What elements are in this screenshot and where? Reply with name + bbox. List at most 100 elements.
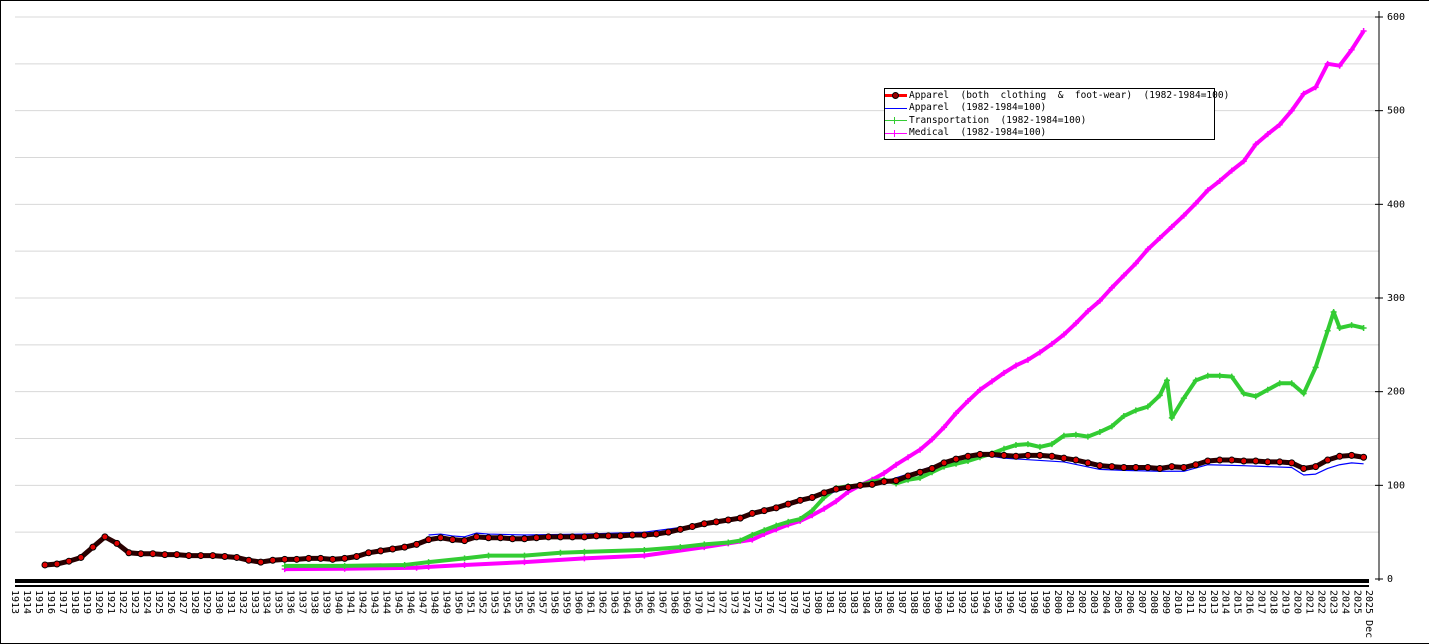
data-point [988,378,995,385]
data-point [1180,464,1188,472]
x-tick-label: 1932 [237,590,248,614]
x-tick-label: 1942 [357,590,368,614]
data-point [820,489,828,497]
x-tick-label: 1916 [45,590,56,614]
x-tick-label: 1992 [956,590,967,614]
data-point [784,500,792,508]
data-point [893,461,900,468]
legend-label: Apparel (both clothing & foot-wear) (198… [909,89,1230,101]
data-point [1180,395,1187,402]
data-point [53,560,61,568]
x-tick-label: 1926 [165,590,176,614]
data-point [449,536,457,544]
data-point [1096,297,1103,304]
data-point [1312,463,1320,471]
data-point [941,424,948,431]
x-tick-label: 2003 [1088,590,1099,614]
data-point [401,561,408,568]
x-tick-label: 2010 [1172,590,1183,614]
data-point [1276,458,1284,466]
data-point [736,514,744,522]
x-tick-label: 1981 [824,590,835,614]
data-point [1288,380,1295,387]
x-tick-label: 2025 [1352,590,1363,614]
data-point [413,564,420,571]
legend-swatch-magenta-plus-icon [885,128,907,138]
data-point [581,555,588,562]
data-point [1228,456,1236,464]
data-point [1168,463,1176,471]
x-tick-label: 2012 [1196,590,1207,614]
data-point [976,450,984,458]
x-tick-label: 1995 [992,590,1003,614]
data-point [1096,462,1104,470]
x-tick-label: 1948 [429,590,440,614]
data-point [1120,464,1128,472]
data-point [401,543,409,551]
data-point [1036,349,1043,356]
data-point [749,531,756,538]
x-tick-label: 1963 [608,590,619,614]
data-point [1000,445,1007,452]
data-point [652,530,660,538]
data-point [796,496,804,504]
data-point [1312,84,1319,91]
x-tick-label: 1953 [489,590,500,614]
data-point [185,552,193,560]
data-point [461,555,468,562]
data-point [1060,432,1067,439]
data-point [940,459,948,467]
x-tick-label: 1956 [524,590,535,614]
data-point [1108,423,1115,430]
data-point [1084,459,1092,467]
data-point [929,436,936,443]
data-point [1192,461,1200,469]
x-tick-label: 1979 [800,590,811,614]
x-tick-label: 2009 [1160,590,1171,614]
x-tick-label: 1989 [920,590,931,614]
data-point [581,548,588,555]
data-point [1288,107,1295,114]
data-point [844,483,852,491]
data-point [1132,464,1140,472]
data-point [917,446,924,453]
data-point [557,549,564,556]
data-point [1204,457,1212,465]
data-point [628,531,636,539]
data-point [592,532,600,540]
series-line [284,29,1366,572]
data-point [1048,340,1055,347]
data-point [1024,441,1031,448]
x-tick-label: 1917 [57,590,68,614]
data-point [1324,327,1331,334]
x-tick-label: 1994 [980,590,991,614]
x-tick-label: 1966 [644,590,655,614]
legend-swatch-red-circle-icon [885,90,907,100]
x-tick-label: 1982 [836,590,847,614]
legend-label: Transportation (1982-1984=100) [909,114,1087,126]
data-point [1156,235,1163,242]
data-point [1024,451,1032,459]
x-tick-label: 1928 [189,590,200,614]
data-point [761,527,768,534]
x-tick-label: 2025 Dec [1363,590,1374,638]
x-tick-label: 1935 [273,590,284,614]
data-point [1252,393,1259,400]
data-point [496,534,504,542]
y-tick-label: 400 [1387,199,1405,210]
data-point [353,553,361,561]
legend-label: Apparel (1982-1984=100) [909,102,1047,114]
x-tick-label: 1933 [249,590,260,614]
data-point [1264,386,1271,393]
data-point [1228,167,1235,174]
data-point [1252,457,1260,465]
data-point [677,544,684,551]
data-point [1000,369,1007,376]
y-tick-label: 100 [1387,480,1405,491]
series-3 [281,28,1367,573]
x-tick-label: 2001 [1064,590,1075,614]
x-tick-label: 2002 [1076,590,1087,614]
data-point [221,553,229,561]
data-point [1120,413,1127,420]
data-point [1348,46,1355,53]
